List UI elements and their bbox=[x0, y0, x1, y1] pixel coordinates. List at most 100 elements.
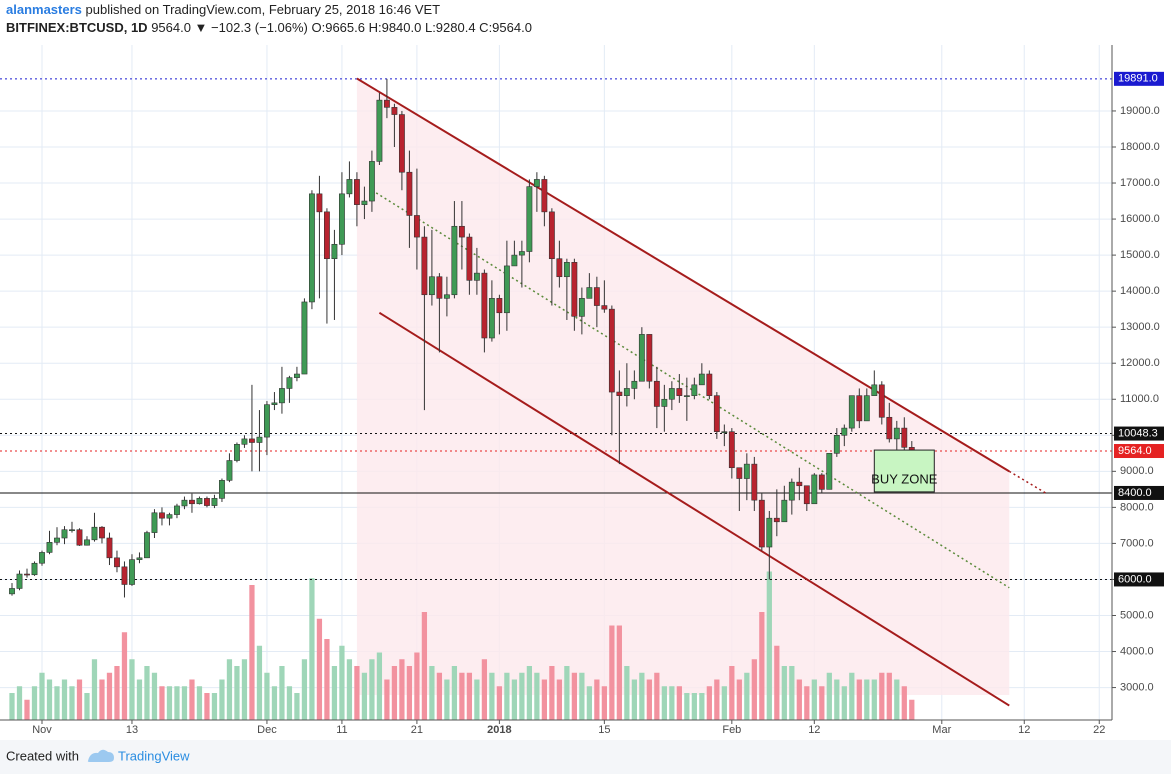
published: published on TradingView.com, February 2… bbox=[86, 2, 441, 17]
y-tick-label: 14000.0 bbox=[1120, 285, 1160, 297]
volume-bar bbox=[834, 679, 840, 720]
candle-body bbox=[346, 179, 353, 195]
candle-body bbox=[691, 384, 698, 396]
candle-body bbox=[758, 499, 765, 548]
price-label: 10048.3 bbox=[1118, 427, 1158, 439]
volume-bar bbox=[729, 666, 735, 720]
volume-bar bbox=[136, 679, 143, 720]
price-label: 19891.0 bbox=[1118, 73, 1158, 85]
candle-body bbox=[563, 262, 570, 278]
volume-bar bbox=[406, 666, 413, 720]
candle-body bbox=[803, 485, 810, 505]
volume-bar bbox=[744, 672, 750, 720]
y-tick-label: 17000.0 bbox=[1120, 177, 1160, 189]
candle-body bbox=[653, 380, 660, 407]
candle-body bbox=[488, 298, 495, 339]
y-tick-label: 12000.0 bbox=[1120, 357, 1160, 369]
candle-body bbox=[893, 427, 900, 440]
volume-bar bbox=[459, 672, 465, 720]
volume-bar bbox=[121, 632, 128, 720]
volume-bar bbox=[54, 686, 60, 720]
candle-body bbox=[46, 542, 53, 553]
volume-bar bbox=[324, 639, 330, 720]
candle-body bbox=[76, 529, 83, 546]
volume-bar bbox=[369, 659, 375, 720]
volume-bar bbox=[736, 679, 742, 720]
candle-body bbox=[698, 373, 705, 386]
volume-bar bbox=[361, 672, 368, 720]
candle-body bbox=[721, 431, 728, 433]
price-label-box bbox=[1114, 572, 1164, 587]
y-tick-label: 15000.0 bbox=[1120, 249, 1160, 261]
candle-body bbox=[376, 99, 383, 162]
candle-body bbox=[271, 402, 278, 405]
candle-body bbox=[856, 395, 863, 422]
volume-bar bbox=[211, 693, 218, 720]
x-tick-label: Dec bbox=[257, 724, 277, 736]
candle-body bbox=[668, 388, 675, 400]
candle-body bbox=[458, 225, 465, 238]
candle-body bbox=[436, 276, 443, 299]
candle-body bbox=[353, 179, 360, 205]
volume-bar bbox=[46, 679, 53, 720]
candle-body bbox=[818, 474, 825, 490]
author: alanmasters bbox=[6, 2, 82, 17]
candle-body bbox=[638, 334, 645, 382]
volume-bar bbox=[541, 679, 548, 720]
volume-bar bbox=[811, 679, 817, 720]
footer-brand[interactable]: TradingView bbox=[118, 748, 190, 763]
volume-bar bbox=[31, 686, 38, 720]
candle-body bbox=[54, 537, 60, 543]
price-label-box bbox=[1114, 426, 1164, 441]
volume-bar bbox=[286, 686, 293, 720]
candle-body bbox=[166, 514, 173, 519]
candle-body bbox=[144, 532, 150, 559]
candle-body bbox=[526, 186, 533, 252]
candle-body bbox=[788, 481, 795, 501]
candle-body bbox=[466, 236, 473, 281]
x-tick-label: 21 bbox=[411, 724, 423, 736]
candle-body bbox=[428, 276, 435, 296]
volume-bar bbox=[106, 672, 113, 720]
volume-bar bbox=[61, 679, 68, 720]
candle-body bbox=[773, 517, 780, 523]
volume-bar bbox=[339, 645, 345, 720]
x-tick-label: 22 bbox=[1093, 724, 1105, 736]
volume-bar bbox=[414, 652, 420, 720]
volume-bar bbox=[886, 672, 892, 720]
candle-body bbox=[226, 460, 233, 481]
volume-bar bbox=[526, 666, 533, 720]
x-tick-label: 13 bbox=[126, 724, 138, 736]
candle-body bbox=[473, 272, 480, 281]
volume-bar bbox=[601, 686, 607, 720]
volume-bar bbox=[826, 672, 832, 720]
candle-body bbox=[24, 573, 30, 576]
volume-bar bbox=[639, 672, 645, 720]
x-tick-label: 15 bbox=[598, 724, 610, 736]
candle-body bbox=[383, 99, 390, 108]
candle-body bbox=[661, 398, 668, 407]
candle-body bbox=[683, 395, 690, 397]
candle-body bbox=[204, 498, 210, 506]
candle-body bbox=[751, 463, 758, 501]
candle-body bbox=[121, 566, 128, 585]
volume-bar bbox=[819, 686, 825, 720]
volume-bar bbox=[556, 679, 562, 720]
candle-body bbox=[511, 254, 518, 267]
volume-bar bbox=[91, 659, 98, 720]
trend-line bbox=[356, 77, 1010, 473]
x-tick-label: Mar bbox=[932, 724, 951, 736]
volume-bar bbox=[654, 672, 660, 720]
footer-bar bbox=[0, 740, 1171, 774]
candle-body bbox=[31, 562, 38, 576]
volume-bar bbox=[909, 699, 915, 720]
volume-bar bbox=[511, 679, 518, 720]
symbol: BITFINEX:BTCUSD, 1D bbox=[6, 20, 148, 35]
volume-bar bbox=[376, 652, 383, 720]
volume-bar bbox=[781, 666, 787, 720]
candle-body bbox=[421, 236, 428, 296]
volume-bar bbox=[774, 645, 780, 720]
volume-bar bbox=[901, 686, 907, 720]
candle-body bbox=[286, 377, 293, 389]
